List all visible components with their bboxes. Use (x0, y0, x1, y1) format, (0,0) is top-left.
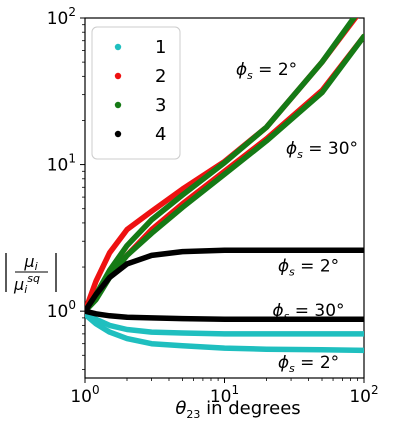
legend-marker-2 (114, 72, 122, 80)
y-axis-label: μi μisq (5, 252, 57, 296)
plot-area (84, 17, 365, 379)
x-axis: 100 101 102 (70, 378, 379, 407)
legend-label-2: 2 (155, 66, 166, 87)
svg-text:μisq: μisq (13, 272, 40, 296)
legend: 1 2 3 4 (91, 26, 181, 160)
series-4-line-6 (85, 247, 364, 314)
series-layer (85, 18, 364, 354)
x-tick-label: 100 (70, 383, 99, 407)
legend-marker-4 (114, 130, 122, 138)
legend-box (91, 26, 181, 160)
phi-annotation: ϕs = 30° (272, 301, 344, 323)
series-1-line-0 (85, 311, 364, 337)
legend-label-1: 1 (155, 37, 166, 58)
series-1-line-1 (85, 311, 364, 354)
legend-marker-3 (114, 101, 122, 109)
y-tick-label: 100 (47, 298, 76, 322)
phi-annotation: ϕs = 2° (236, 60, 297, 82)
phi-annotation: ϕs = 2° (278, 353, 339, 375)
x-tick-label: 102 (349, 383, 378, 407)
legend-label-3: 3 (155, 95, 166, 116)
x-axis-label: θ23 in degrees (175, 398, 300, 421)
y-tick-label: 102 (47, 5, 76, 29)
annotations: ϕs = 2° ϕs = 30° ϕs = 2° ϕs = 30° ϕs = 2° (236, 60, 358, 375)
svg-text:μi: μi (23, 252, 37, 273)
y-tick-label: 101 (47, 152, 76, 176)
y-axis: 100 101 102 (47, 5, 85, 370)
series-4-line-7 (85, 308, 364, 323)
phi-annotation: ϕs = 30° (286, 139, 358, 161)
legend-label-4: 4 (155, 124, 166, 145)
x-tick-label: 101 (210, 383, 239, 407)
phi-annotation: ϕs = 2° (278, 256, 339, 278)
legend-marker-1 (114, 43, 122, 51)
